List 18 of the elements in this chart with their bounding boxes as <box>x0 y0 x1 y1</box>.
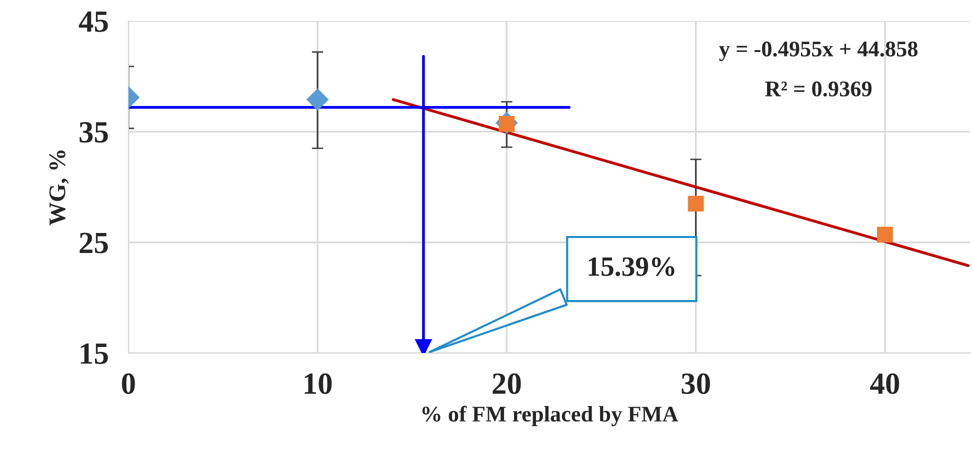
annotation: y = -0.4955x + 44.858 <box>719 42 918 62</box>
x-axis-title: % of FM replaced by FMA <box>422 406 678 426</box>
annotation: R² = 0.9369 <box>765 81 872 97</box>
x-tick-label: 20 <box>492 373 521 394</box>
y-axis-title: WG, % <box>49 150 69 226</box>
point <box>688 196 704 212</box>
point <box>306 88 329 111</box>
x-tick-label: 10 <box>304 373 332 394</box>
point <box>877 226 893 243</box>
y-tick-label: 35 <box>80 122 108 143</box>
x-tick-label: 30 <box>682 373 710 394</box>
y-tick-label: 45 <box>78 12 108 32</box>
point <box>415 339 432 354</box>
annotation: 15.39% <box>588 257 674 276</box>
x-tick-label: 0 <box>122 373 135 394</box>
y-tick-label: 25 <box>80 232 108 254</box>
y-tick-label: 15 <box>80 343 108 364</box>
x-tick-label: 40 <box>870 373 900 394</box>
